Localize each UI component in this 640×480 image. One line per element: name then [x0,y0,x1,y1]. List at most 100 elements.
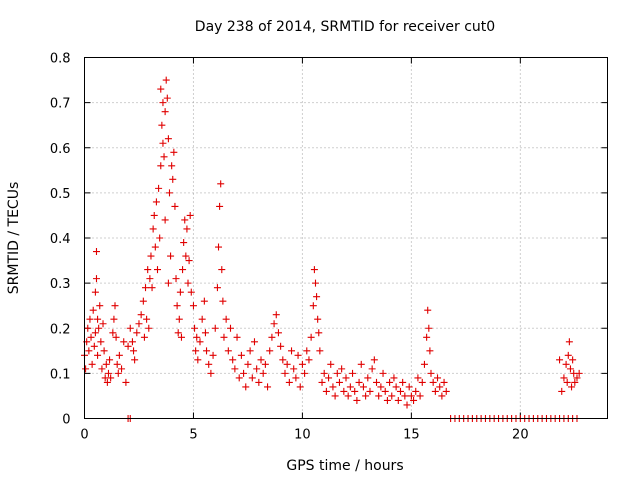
data-point [189,302,197,310]
data-point [198,315,206,323]
data-points [81,76,583,422]
data-point [331,392,339,400]
data-point [315,329,323,337]
data-point [277,342,285,350]
data-point [442,387,450,395]
data-point [157,85,165,93]
data-point [115,351,123,359]
data-point [322,387,330,395]
data-point [325,374,333,382]
data-point [388,392,396,400]
data-point [203,347,211,355]
data-point [183,225,191,233]
data-point [182,252,190,260]
data-point [266,347,274,355]
data-point [563,378,571,386]
data-point [142,284,150,292]
data-point [416,392,424,400]
data-point [288,347,296,355]
data-point [390,374,398,382]
data-point [264,383,272,391]
data-point [161,216,169,224]
data-point [167,252,175,260]
data-point [160,153,168,161]
data-point [156,234,164,242]
data-point [163,94,171,102]
data-point [184,279,192,287]
data-point [301,369,309,377]
y-tick-label: 0.7 [50,97,71,112]
data-point [158,121,166,129]
data-point [564,351,572,359]
data-point [126,324,134,332]
x-tick-label: 5 [189,428,197,443]
data-point [139,297,147,305]
data-point [399,378,407,386]
data-point [169,175,177,183]
data-point [274,329,282,337]
data-point [285,378,293,386]
data-point [309,302,317,310]
data-point [172,275,180,283]
data-point [181,216,189,224]
data-point [140,333,148,341]
data-point [207,369,215,377]
data-point [296,383,304,391]
data-point [154,266,162,274]
data-point [353,396,361,404]
y-tick-label: 0.6 [50,142,71,157]
data-point [340,387,348,395]
data-point [237,351,245,359]
data-point [394,396,402,404]
data-point [176,288,184,296]
data-point [224,347,232,355]
data-point [215,243,223,251]
data-point [159,139,167,147]
chart-title: Day 238 of 2014, SRMTID for receiver cut… [195,19,495,35]
data-point [383,396,391,404]
data-point [568,383,576,391]
data-point [342,374,350,382]
data-point [425,324,433,332]
data-point [401,392,409,400]
data-point [91,288,99,296]
y-axis-label: SRMTID / TECUs [6,182,22,295]
data-point [200,297,208,305]
data-point [109,329,117,337]
data-point [174,329,182,337]
data-point [185,257,193,265]
axis-ticks: 0 5 10 15 20 0 0.1 0.2 0.3 0.4 0.5 0.6 0.7 0.8 [50,52,608,443]
data-point [145,324,153,332]
x-tick-label: 15 [403,428,420,443]
data-point [124,342,132,350]
data-point [99,320,107,328]
data-point [94,351,102,359]
grid-lines [84,57,608,419]
data-point [420,360,428,368]
data-point [162,76,170,84]
data-point [88,360,96,368]
data-point [227,324,235,332]
data-point [187,288,195,296]
data-point [292,374,300,382]
data-point [120,338,128,346]
data-point [303,347,311,355]
data-point [111,302,119,310]
y-tick-label: 0.2 [50,322,71,337]
data-point [426,347,434,355]
data-point [186,211,194,219]
data-point [396,387,404,395]
data-point [556,356,564,364]
data-point [410,396,418,404]
data-point [219,297,227,305]
data-point [370,356,378,364]
data-point [431,387,439,395]
data-point [279,356,287,364]
data-point [257,356,265,364]
data-point [355,378,363,386]
data-point [434,374,442,382]
data-point [217,180,225,188]
data-point [122,378,130,386]
data-point [180,239,188,247]
data-point [316,347,324,355]
